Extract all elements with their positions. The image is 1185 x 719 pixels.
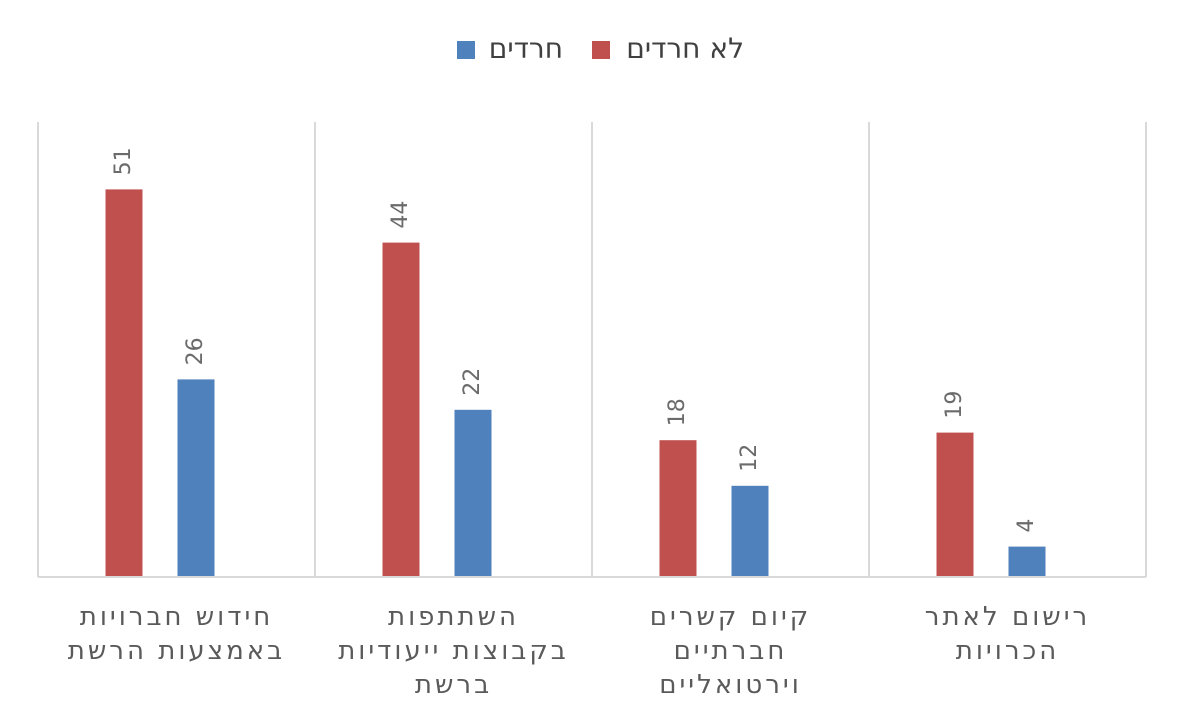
legend-label: חרדים bbox=[489, 32, 563, 65]
value-label: 19 bbox=[942, 391, 967, 419]
category-separators bbox=[37, 122, 1147, 577]
value-labels: 51 26 44 22 18 12 19 4 bbox=[111, 147, 1039, 532]
category-label: חידוש חברויות באמצעות הרשת bbox=[68, 602, 285, 666]
bar-haredi bbox=[731, 485, 769, 577]
bars bbox=[105, 189, 1046, 577]
legend-label: לא חרדים bbox=[626, 32, 744, 65]
bar-non-haredi bbox=[936, 432, 974, 577]
category-label: רישום לאתר הכרויות bbox=[925, 602, 1090, 666]
bar-non-haredi bbox=[105, 189, 143, 577]
legend: לא חרדים חרדים bbox=[457, 32, 744, 65]
bar-non-haredi bbox=[659, 440, 697, 577]
value-label: 26 bbox=[183, 337, 208, 365]
legend-swatch bbox=[592, 41, 610, 59]
legend-swatch bbox=[457, 41, 475, 59]
value-label: 18 bbox=[665, 398, 690, 426]
value-label: 12 bbox=[737, 444, 762, 472]
category-label: קיום קשרים חברתיים וירטואליים bbox=[650, 602, 811, 700]
legend-item-non-haredi: לא חרדים bbox=[592, 32, 744, 65]
bar-non-haredi bbox=[382, 242, 420, 577]
legend-item-haredi: חרדים bbox=[457, 32, 563, 65]
value-label: 51 bbox=[111, 147, 136, 175]
category-label: השתתפות בקבוצות ייעודיות ברשת bbox=[338, 602, 569, 700]
value-label: 22 bbox=[460, 368, 485, 396]
value-label: 44 bbox=[388, 201, 413, 229]
value-label: 4 bbox=[1014, 519, 1039, 533]
bar-haredi bbox=[454, 409, 492, 577]
bar-haredi bbox=[1008, 546, 1046, 577]
category-labels: חידוש חברויות באמצעות הרשת השתתפות בקבוצות … bbox=[68, 602, 1090, 700]
bar-haredi bbox=[177, 379, 215, 577]
